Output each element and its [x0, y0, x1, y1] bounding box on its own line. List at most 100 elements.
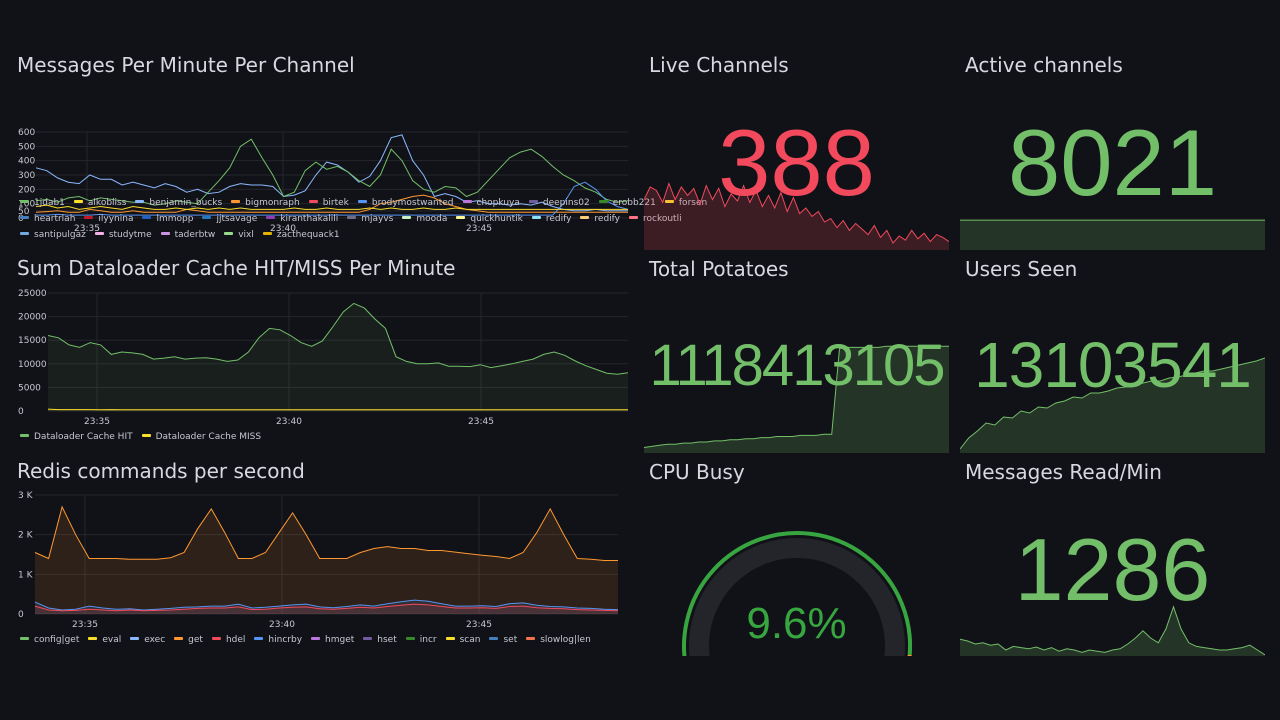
legend-item[interactable]: set — [489, 632, 517, 648]
legend-item[interactable]: hmget — [311, 632, 354, 648]
legend-item[interactable]: alkobliss — [73, 195, 127, 211]
y-tick-label: 200 — [18, 185, 35, 195]
users-seen-panel[interactable]: Users Seen 13103541 — [960, 253, 1265, 453]
legend-swatch — [141, 434, 151, 437]
legend-item[interactable]: redify — [580, 211, 620, 227]
legend-item[interactable]: hincrby — [254, 632, 302, 648]
gauge-threshold-green — [682, 531, 913, 656]
users-seen-value: 13103541 — [974, 329, 1252, 401]
sparkline-area — [644, 183, 949, 250]
legend-label: lmmopp — [156, 214, 194, 224]
panel-title: Messages Read/Min — [965, 460, 1162, 484]
legend-item[interactable]: deepins02 — [528, 195, 590, 211]
cpu-busy-panel[interactable]: CPU Busy 9.6% — [644, 456, 949, 656]
messages-panel[interactable]: Messages Per Minute Per Channel 0 50 100 20… — [0, 40, 707, 243]
legend-item[interactable]: kiranthakalili — [266, 211, 338, 227]
legend-label: taderbtw — [174, 230, 216, 240]
legend-label: config|get — [34, 635, 80, 645]
legend-label: Dataloader Cache HIT — [34, 432, 133, 442]
legend-item[interactable]: rockoutli — [629, 211, 682, 227]
y-tick-label: 0 — [18, 610, 24, 620]
legend-swatch — [254, 637, 264, 640]
legend-item[interactable]: chopkuya — [462, 195, 520, 211]
x-tick-label: 23:40 — [270, 224, 296, 234]
legend-swatch — [160, 232, 170, 235]
redis-chart[interactable]: 0 1 K 2 K 3 K 23:35 23:40 23:45 — [0, 486, 640, 636]
legend-item[interactable]: bigmonraph — [231, 195, 300, 211]
legend-item[interactable]: jjtsavage — [202, 211, 257, 227]
legend-item[interactable]: slowlog|len — [526, 632, 591, 648]
legend-item[interactable]: santipulgaz — [20, 227, 86, 243]
redis-panel[interactable]: Redis commands per second 0 1 K 2 K 3 K 23:3… — [0, 446, 640, 656]
legend-item[interactable]: taderbtw — [160, 227, 216, 243]
legend-row: Dataloader Cache HIT Dataloader Cache MIS… — [20, 429, 270, 445]
legend-item[interactable]: hset — [363, 632, 397, 648]
legend-item[interactable]: studytme — [94, 227, 152, 243]
x-tick-label: 23:45 — [466, 224, 492, 234]
legend-item[interactable]: incr — [405, 632, 437, 648]
legend-item[interactable]: scan — [445, 632, 480, 648]
legend-label: exec — [144, 635, 166, 645]
messages-read-panel[interactable]: Messages Read/Min 1286 — [960, 456, 1265, 656]
legend-item[interactable]: zacthequack1 — [262, 227, 340, 243]
legend-item[interactable]: Dataloader Cache HIT — [20, 429, 133, 445]
sparkline-area — [960, 358, 1265, 453]
panel-title: Redis commands per second — [17, 459, 305, 483]
legend-item[interactable]: birtek — [308, 195, 349, 211]
legend-label: mooda — [416, 214, 448, 224]
dataloader-panel[interactable]: Sum Dataloader Cache HIT/MISS Per Minute… — [0, 243, 640, 446]
legend-row: santipulgaz studytme taderbtw vixl zacthequa… — [20, 227, 716, 243]
x-tick-label: 23:40 — [269, 620, 295, 630]
gauge-track — [689, 538, 905, 656]
y-tick-label: 300 — [18, 171, 35, 181]
legend-item[interactable]: lmmopp — [142, 211, 193, 227]
legend-swatch — [20, 637, 29, 640]
legend-item[interactable]: config|get — [20, 632, 79, 648]
legend-label: benjamin_bucks — [149, 198, 223, 208]
live-channels-panel[interactable]: Live Channels 388 — [644, 40, 949, 250]
panel-title: Messages Per Minute Per Channel — [17, 53, 355, 77]
legend-swatch — [308, 200, 318, 203]
dataloader-chart[interactable]: 0 5000 10000 15000 20000 25000 23:35 23:40 23:45 — [0, 283, 640, 433]
legend-item[interactable]: Dataloader Cache MISS — [141, 429, 261, 445]
legend-label: quickhuntik — [470, 214, 523, 224]
legend-item[interactable]: hdel — [211, 632, 245, 648]
legend-label: 1jdab1 — [34, 198, 65, 208]
legend-item[interactable]: benjamin_bucks — [135, 195, 222, 211]
legend-label: brodymostwanted — [371, 198, 454, 208]
dataloader-legend[interactable]: Dataloader Cache HIT Dataloader Cache MIS… — [20, 429, 270, 445]
legend-item[interactable]: redify — [531, 211, 571, 227]
legend-label: erobb221 — [612, 198, 656, 208]
legend-item[interactable]: eval — [88, 632, 121, 648]
y-tick-label: 50 — [18, 207, 30, 217]
legend-swatch — [202, 216, 212, 219]
legend-item[interactable]: quickhuntik — [456, 211, 523, 227]
messages-legend[interactable]: 1jdab1 alkobliss benjamin_bucks bigmonraph b… — [20, 195, 716, 243]
series-line — [34, 599, 619, 611]
legend-swatch — [445, 637, 455, 640]
panel-title: CPU Busy — [649, 460, 745, 484]
y-tick-label: 3 K — [18, 491, 34, 501]
total-potatoes-panel[interactable]: Total Potatoes 1118413105 — [644, 253, 949, 453]
legend-label: hmget — [325, 635, 355, 645]
legend-item[interactable]: vixl — [224, 227, 254, 243]
legend-item[interactable]: ilyynina — [84, 211, 133, 227]
legend-label: alkobliss — [87, 198, 127, 208]
legend-swatch — [142, 216, 152, 219]
x-tick-label: 23:45 — [468, 417, 494, 427]
legend-item[interactable]: get — [174, 632, 203, 648]
legend-item[interactable]: forsen — [664, 195, 707, 211]
redis-legend[interactable]: config|get eval exec get hdel hincrby hmget hse… — [20, 632, 600, 648]
panel-title: Total Potatoes — [649, 257, 789, 281]
legend-item[interactable]: mjayvs — [347, 211, 393, 227]
series-line — [34, 603, 619, 612]
legend-item[interactable]: brodymostwanted — [357, 195, 454, 211]
legend-item[interactable]: mooda — [402, 211, 447, 227]
legend-item[interactable]: heartrlah — [20, 211, 75, 227]
legend-item[interactable]: erobb221 — [598, 195, 656, 211]
legend-item[interactable]: 1jdab1 — [20, 195, 65, 211]
legend-item[interactable]: exec — [130, 632, 165, 648]
x-tick-label: 23:45 — [466, 620, 492, 630]
active-channels-panel[interactable]: Active channels 8021 — [960, 40, 1265, 250]
